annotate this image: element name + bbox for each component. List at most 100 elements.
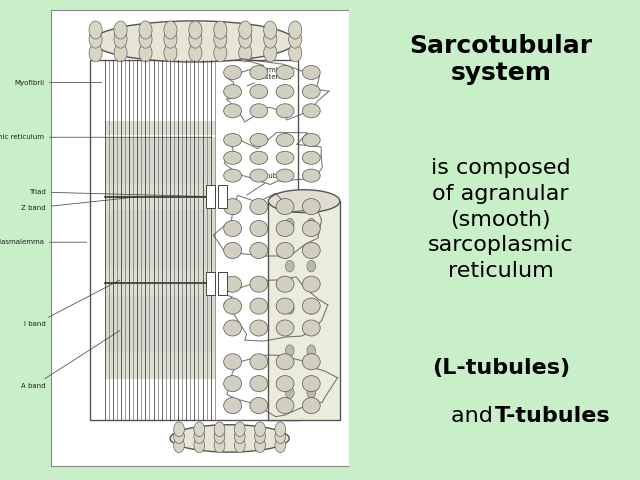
Ellipse shape — [250, 169, 268, 182]
Circle shape — [114, 21, 127, 39]
Circle shape — [189, 21, 202, 39]
Bar — [218, 185, 227, 208]
Ellipse shape — [224, 104, 241, 118]
Ellipse shape — [224, 320, 241, 336]
Ellipse shape — [224, 354, 241, 370]
Circle shape — [139, 44, 152, 62]
Circle shape — [89, 44, 102, 62]
Text: Terminal
cisternae: Terminal cisternae — [247, 67, 292, 86]
Bar — [51, 10, 349, 466]
Ellipse shape — [276, 354, 294, 370]
Ellipse shape — [268, 190, 340, 213]
Text: (L-tubules): (L-tubules) — [432, 358, 570, 378]
Ellipse shape — [302, 84, 320, 99]
Ellipse shape — [285, 345, 294, 356]
Ellipse shape — [224, 133, 241, 146]
Bar — [206, 272, 215, 295]
Circle shape — [214, 438, 225, 453]
Ellipse shape — [250, 354, 268, 370]
Ellipse shape — [276, 199, 294, 215]
Ellipse shape — [276, 298, 294, 314]
Ellipse shape — [307, 345, 316, 356]
Circle shape — [289, 30, 301, 48]
Ellipse shape — [276, 220, 294, 237]
Circle shape — [173, 438, 184, 453]
Ellipse shape — [250, 199, 268, 215]
Ellipse shape — [250, 151, 268, 164]
Circle shape — [234, 429, 245, 444]
Ellipse shape — [302, 104, 320, 118]
Ellipse shape — [250, 276, 268, 292]
Circle shape — [289, 44, 301, 62]
Circle shape — [264, 21, 276, 39]
Text: T-tubules: T-tubules — [495, 406, 611, 426]
Text: is composed
of agranular
(smooth)
sarcoplasmic
reticulum: is composed of agranular (smooth) sarcop… — [428, 158, 573, 281]
Ellipse shape — [224, 151, 241, 164]
Circle shape — [189, 30, 202, 48]
Ellipse shape — [302, 199, 320, 215]
Circle shape — [164, 21, 177, 39]
Ellipse shape — [285, 387, 294, 398]
Ellipse shape — [170, 425, 289, 452]
Ellipse shape — [276, 376, 294, 392]
Ellipse shape — [307, 303, 316, 314]
Ellipse shape — [276, 242, 294, 258]
Circle shape — [214, 21, 227, 39]
Ellipse shape — [250, 84, 268, 99]
Ellipse shape — [302, 376, 320, 392]
Text: T tubules: T tubules — [247, 173, 292, 195]
Ellipse shape — [224, 169, 241, 182]
Ellipse shape — [276, 84, 294, 99]
Ellipse shape — [302, 151, 320, 164]
Circle shape — [194, 422, 205, 437]
Circle shape — [214, 429, 225, 444]
Ellipse shape — [250, 320, 268, 336]
Ellipse shape — [224, 65, 241, 80]
Circle shape — [239, 30, 252, 48]
Circle shape — [139, 30, 152, 48]
Ellipse shape — [285, 303, 294, 314]
Text: Myofibrii: Myofibrii — [14, 80, 102, 85]
Ellipse shape — [250, 65, 268, 80]
Circle shape — [275, 429, 285, 444]
Text: and: and — [451, 406, 500, 426]
Circle shape — [264, 44, 276, 62]
Ellipse shape — [276, 276, 294, 292]
Circle shape — [264, 30, 276, 48]
Circle shape — [139, 21, 152, 39]
Circle shape — [89, 30, 102, 48]
Bar — [104, 137, 215, 183]
Circle shape — [239, 21, 252, 39]
Bar — [268, 201, 340, 420]
Circle shape — [89, 21, 102, 39]
Ellipse shape — [307, 261, 316, 272]
Circle shape — [114, 30, 127, 48]
Ellipse shape — [302, 354, 320, 370]
Ellipse shape — [224, 397, 241, 414]
Circle shape — [275, 422, 285, 437]
Ellipse shape — [285, 261, 294, 272]
Circle shape — [275, 438, 285, 453]
Text: Triad: Triad — [29, 189, 206, 196]
Ellipse shape — [250, 242, 268, 258]
Circle shape — [255, 422, 266, 437]
Bar — [104, 210, 215, 267]
Ellipse shape — [302, 320, 320, 336]
Ellipse shape — [250, 397, 268, 414]
Circle shape — [164, 44, 177, 62]
Ellipse shape — [250, 104, 268, 118]
Ellipse shape — [302, 298, 320, 314]
Circle shape — [173, 422, 184, 437]
Text: Sarcoplasmic reticulum: Sarcoplasmic reticulum — [0, 134, 212, 140]
Ellipse shape — [250, 298, 268, 314]
Bar — [104, 352, 215, 379]
Text: I band: I band — [24, 280, 120, 327]
Ellipse shape — [224, 220, 241, 237]
Circle shape — [214, 30, 227, 48]
Bar — [104, 121, 215, 135]
Circle shape — [255, 429, 266, 444]
Ellipse shape — [250, 220, 268, 237]
Ellipse shape — [302, 133, 320, 146]
Ellipse shape — [276, 104, 294, 118]
Ellipse shape — [276, 320, 294, 336]
